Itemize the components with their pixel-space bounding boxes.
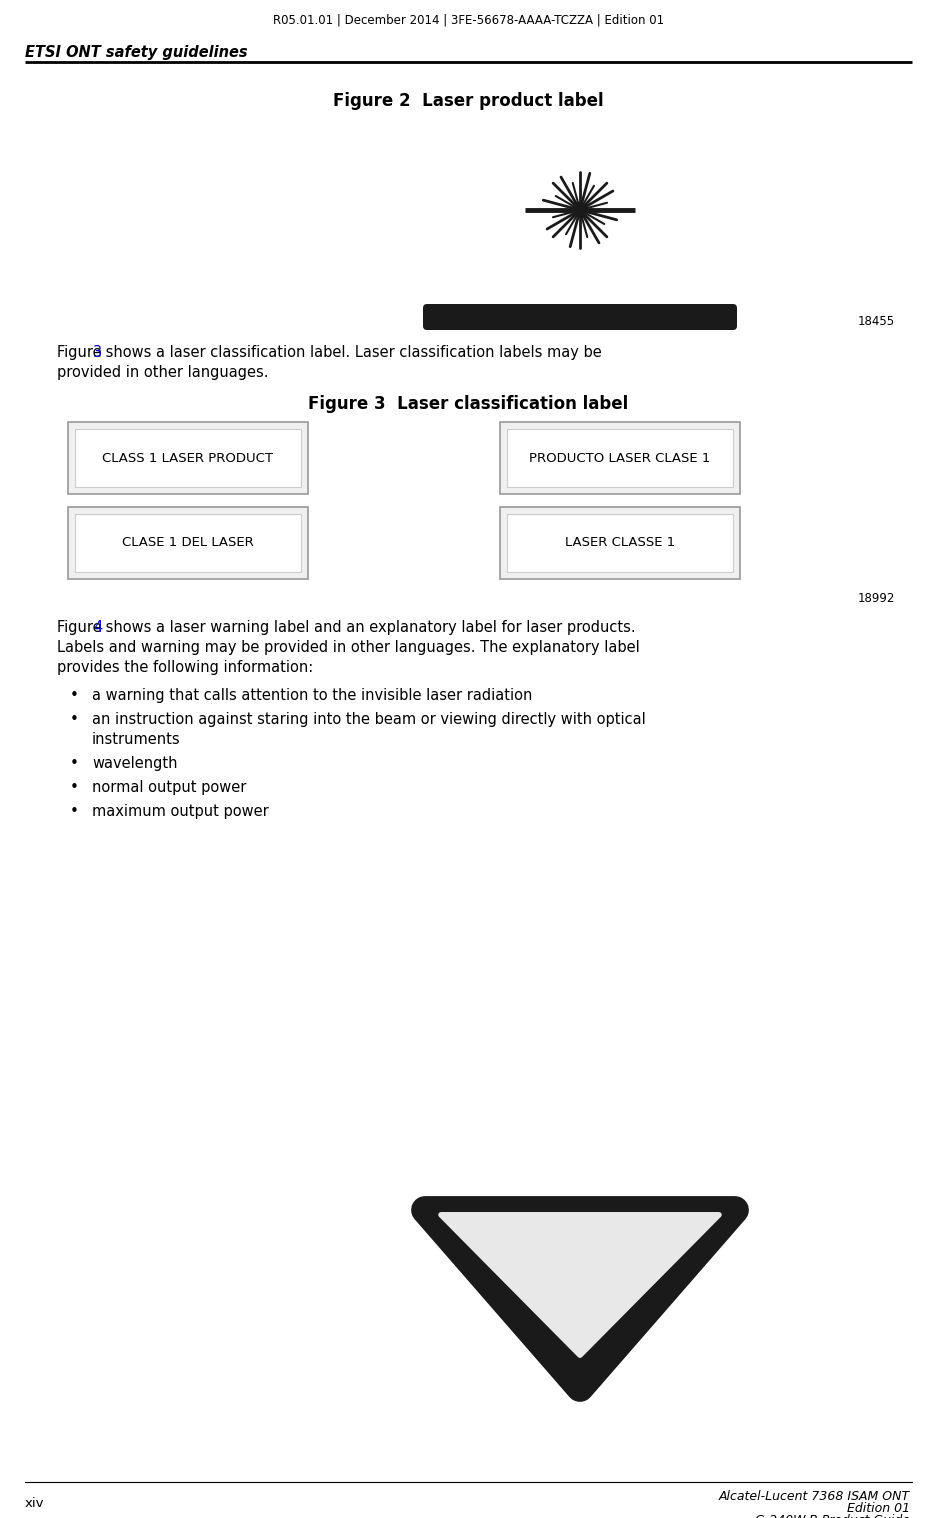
FancyBboxPatch shape xyxy=(506,515,732,572)
FancyBboxPatch shape xyxy=(500,422,739,493)
Text: Figure 2  Laser product label: Figure 2 Laser product label xyxy=(333,93,603,109)
Text: instruments: instruments xyxy=(92,732,181,747)
Text: provides the following information:: provides the following information: xyxy=(57,660,313,676)
Text: a warning that calls attention to the invisible laser radiation: a warning that calls attention to the in… xyxy=(92,688,532,703)
Text: •: • xyxy=(70,805,79,820)
Text: provided in other languages.: provided in other languages. xyxy=(57,364,269,380)
Text: Edition 01: Edition 01 xyxy=(846,1501,909,1515)
Text: Labels and warning may be provided in other languages. The explanatory label: Labels and warning may be provided in ot… xyxy=(57,641,639,654)
Text: Alcatel-Lucent 7368 ISAM ONT: Alcatel-Lucent 7368 ISAM ONT xyxy=(718,1491,909,1503)
Text: CLASE 1 DEL LASER: CLASE 1 DEL LASER xyxy=(122,536,254,550)
Text: maximum output power: maximum output power xyxy=(92,805,269,820)
Text: an instruction against staring into the beam or viewing directly with optical: an instruction against staring into the … xyxy=(92,712,645,727)
Text: •: • xyxy=(70,712,79,727)
Text: ETSI ONT safety guidelines: ETSI ONT safety guidelines xyxy=(25,46,247,61)
FancyBboxPatch shape xyxy=(68,507,308,578)
Text: PRODUCTO LASER CLASE 1: PRODUCTO LASER CLASE 1 xyxy=(529,451,709,465)
Text: •: • xyxy=(70,780,79,795)
FancyBboxPatch shape xyxy=(75,430,300,487)
Text: G-240W-B Product Guide: G-240W-B Product Guide xyxy=(754,1513,909,1518)
Text: •: • xyxy=(70,756,79,771)
Text: shows a laser warning label and an explanatory label for laser products.: shows a laser warning label and an expla… xyxy=(101,619,635,635)
Text: Figure 3  Laser classification label: Figure 3 Laser classification label xyxy=(308,395,628,413)
Text: 4: 4 xyxy=(93,619,102,635)
FancyBboxPatch shape xyxy=(422,304,737,329)
Text: normal output power: normal output power xyxy=(92,780,246,795)
Text: Figure: Figure xyxy=(57,345,106,360)
Text: 18455: 18455 xyxy=(857,316,894,328)
Text: CLASS 1 LASER PRODUCT: CLASS 1 LASER PRODUCT xyxy=(102,451,273,465)
Circle shape xyxy=(573,203,586,217)
Text: LASER CLASSE 1: LASER CLASSE 1 xyxy=(564,536,675,550)
Polygon shape xyxy=(425,1210,734,1387)
Text: shows a laser classification label. Laser classification labels may be: shows a laser classification label. Lase… xyxy=(101,345,601,360)
Polygon shape xyxy=(441,1214,718,1356)
FancyBboxPatch shape xyxy=(506,430,732,487)
FancyBboxPatch shape xyxy=(75,515,300,572)
Text: xiv: xiv xyxy=(25,1497,44,1510)
Text: R05.01.01 | December 2014 | 3FE-56678-AAAA-TCZZA | Edition 01: R05.01.01 | December 2014 | 3FE-56678-AA… xyxy=(272,14,664,27)
FancyBboxPatch shape xyxy=(500,507,739,578)
Text: •: • xyxy=(70,688,79,703)
Text: 3: 3 xyxy=(93,345,102,360)
Text: Figure: Figure xyxy=(57,619,106,635)
Text: wavelength: wavelength xyxy=(92,756,177,771)
FancyBboxPatch shape xyxy=(68,422,308,493)
Text: 18992: 18992 xyxy=(856,592,894,606)
